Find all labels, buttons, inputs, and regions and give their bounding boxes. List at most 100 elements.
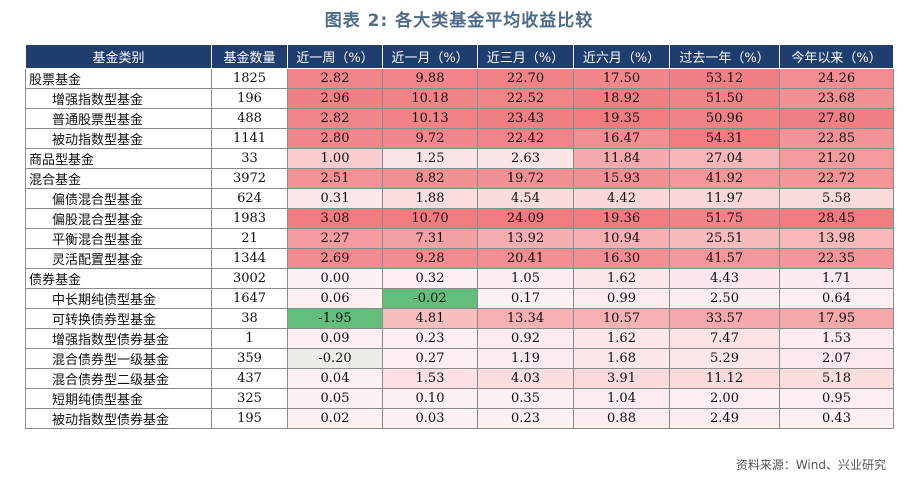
return-value-cell: 19.35 xyxy=(573,108,670,129)
fund-count-cell: 1825 xyxy=(211,68,288,89)
table-row: 灵活配置型基金 1344 2.69 9.28 20.41 16.30 41.57 22.35 xyxy=(25,248,894,269)
return-value-cell: 10.13 xyxy=(382,108,478,129)
return-value-cell: 0.10 xyxy=(382,388,478,409)
return-value-cell: 13.92 xyxy=(477,228,574,249)
fund-count-cell: 325 xyxy=(211,388,288,409)
table-row: 债券基金 3002 0.00 0.32 1.05 1.62 4.43 1.71 xyxy=(25,268,894,289)
return-value-cell: 16.30 xyxy=(573,248,670,269)
return-value-cell: 1.04 xyxy=(573,388,670,409)
fund-category-cell: 混合债券型一级基金 xyxy=(25,348,212,369)
return-value-cell: 0.27 xyxy=(382,348,478,369)
return-value-cell: 1.00 xyxy=(287,148,383,169)
table-row: 偏债混合型基金 624 0.31 1.88 4.54 4.42 11.97 5.58 xyxy=(25,188,894,209)
fund-count-cell: 1 xyxy=(211,328,288,349)
return-value-cell: 2.69 xyxy=(287,248,383,269)
return-value-cell: 4.42 xyxy=(573,188,670,209)
table-row: 普通股票型基金 488 2.82 10.13 23.43 19.35 50.96 27.80 xyxy=(25,108,894,129)
return-value-cell: 9.72 xyxy=(382,128,478,149)
table-row: 被动指数型债券基金 195 0.02 0.03 0.23 0.88 2.49 0.43 xyxy=(25,408,894,429)
return-value-cell: 3.91 xyxy=(573,368,670,389)
column-header: 今年以来（%） xyxy=(779,44,894,69)
return-value-cell: 22.52 xyxy=(477,88,574,109)
return-value-cell: 1.88 xyxy=(382,188,478,209)
return-value-cell: 2.82 xyxy=(287,108,383,129)
return-value-cell: 0.17 xyxy=(477,288,574,309)
return-value-cell: 2.27 xyxy=(287,228,383,249)
return-value-cell: 2.96 xyxy=(287,88,383,109)
return-value-cell: 16.47 xyxy=(573,128,670,149)
return-value-cell: 1.19 xyxy=(477,348,574,369)
return-value-cell: -0.02 xyxy=(382,288,478,309)
return-value-cell: 22.42 xyxy=(477,128,574,149)
fund-category-cell: 被动指数型基金 xyxy=(25,128,212,149)
return-value-cell: 5.29 xyxy=(669,348,780,369)
fund-count-cell: 21 xyxy=(211,228,288,249)
fund-count-cell: 1344 xyxy=(211,248,288,269)
return-value-cell: 23.43 xyxy=(477,108,574,129)
table-row: 增强指数型基金 196 2.96 10.18 22.52 18.92 51.50 23.68 xyxy=(25,88,894,109)
fund-count-cell: 196 xyxy=(211,88,288,109)
column-header: 过去一年（%） xyxy=(669,44,780,69)
fund-count-cell: 437 xyxy=(211,368,288,389)
fund-count-cell: 3972 xyxy=(211,168,288,189)
fund-category-cell: 短期纯债型基金 xyxy=(25,388,212,409)
fund-category-cell: 股票基金 xyxy=(25,68,212,89)
return-value-cell: 10.70 xyxy=(382,208,478,229)
column-header: 基金类别 xyxy=(25,44,212,69)
return-value-cell: 2.50 xyxy=(669,288,780,309)
return-value-cell: 25.51 xyxy=(669,228,780,249)
fund-count-cell: 1983 xyxy=(211,208,288,229)
fund-count-cell: 488 xyxy=(211,108,288,129)
figure-title: 图表 2: 各大类基金平均收益比较 xyxy=(324,11,594,31)
return-value-cell: 11.12 xyxy=(669,368,780,389)
fund-category-cell: 偏债混合型基金 xyxy=(25,188,212,209)
return-value-cell: 0.02 xyxy=(287,408,383,429)
return-value-cell: 0.95 xyxy=(779,388,894,409)
return-value-cell: 2.51 xyxy=(287,168,383,189)
return-value-cell: 11.84 xyxy=(573,148,670,169)
return-value-cell: 1.25 xyxy=(382,148,478,169)
return-value-cell: 0.00 xyxy=(287,268,383,289)
return-value-cell: 27.04 xyxy=(669,148,780,169)
return-value-cell: 13.98 xyxy=(779,228,894,249)
return-value-cell: 13.34 xyxy=(477,308,574,329)
fund-category-cell: 债券基金 xyxy=(25,268,212,289)
return-value-cell: 10.18 xyxy=(382,88,478,109)
return-value-cell: 0.31 xyxy=(287,188,383,209)
return-value-cell: 2.82 xyxy=(287,68,383,89)
return-value-cell: 0.99 xyxy=(573,288,670,309)
column-header: 基金数量 xyxy=(211,44,288,69)
return-value-cell: 22.85 xyxy=(779,128,894,149)
return-value-cell: 17.95 xyxy=(779,308,894,329)
return-value-cell: 1.71 xyxy=(779,268,894,289)
return-value-cell: 4.81 xyxy=(382,308,478,329)
fund-returns-table: 基金类别 基金数量 近一周（%） 近一月（%） 近三月（%） 近六月（%） 过去一年（%）今… xyxy=(25,44,894,429)
fund-category-cell: 商品型基金 xyxy=(25,148,212,169)
fund-category-cell: 混合基金 xyxy=(25,168,212,189)
return-value-cell: 22.35 xyxy=(779,248,894,269)
return-value-cell: 22.70 xyxy=(477,68,574,89)
table-row: 平衡混合型基金 21 2.27 7.31 13.92 10.94 25.51 13.98 xyxy=(25,228,894,249)
fund-category-cell: 偏股混合型基金 xyxy=(25,208,212,229)
return-value-cell: 7.31 xyxy=(382,228,478,249)
column-header: 近三月（%） xyxy=(477,44,574,69)
return-value-cell: 41.92 xyxy=(669,168,780,189)
table-row: 混合债券型一级基金 359 -0.20 0.27 1.19 1.68 5.29 2.07 xyxy=(25,348,894,369)
return-value-cell: 4.43 xyxy=(669,268,780,289)
return-value-cell: 0.88 xyxy=(573,408,670,429)
return-value-cell: 0.32 xyxy=(382,268,478,289)
return-value-cell: 0.35 xyxy=(477,388,574,409)
return-value-cell: 50.96 xyxy=(669,108,780,129)
fund-count-cell: 38 xyxy=(211,308,288,329)
return-value-cell: -0.20 xyxy=(287,348,383,369)
return-value-cell: 33.57 xyxy=(669,308,780,329)
return-value-cell: 0.03 xyxy=(382,408,478,429)
return-value-cell: 27.80 xyxy=(779,108,894,129)
fund-category-cell: 普通股票型基金 xyxy=(25,108,212,129)
table-row: 股票基金 1825 2.82 9.88 22.70 17.50 53.12 24.26 xyxy=(25,68,894,89)
return-value-cell: 0.43 xyxy=(779,408,894,429)
return-value-cell: 17.50 xyxy=(573,68,670,89)
return-value-cell: 0.06 xyxy=(287,288,383,309)
fund-count-cell: 3002 xyxy=(211,268,288,289)
return-value-cell: 18.92 xyxy=(573,88,670,109)
